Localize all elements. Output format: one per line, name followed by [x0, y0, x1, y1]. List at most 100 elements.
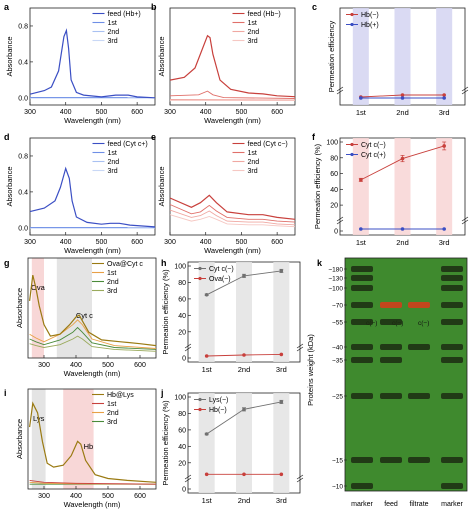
gel-band	[351, 483, 373, 489]
y-axis-label: Absorbance	[5, 36, 14, 76]
data-point	[205, 354, 209, 358]
legend-label: Hb(−)	[361, 12, 379, 19]
legend-label: Cyt c(−)	[361, 142, 386, 149]
x-tick-label: 1st	[202, 496, 213, 505]
legend-marker	[198, 408, 201, 411]
gel-band	[408, 344, 430, 350]
gel-marker-label: ~130	[328, 276, 343, 283]
gel-band	[441, 357, 463, 363]
series-line	[170, 91, 295, 98]
data-point	[442, 227, 446, 231]
data-point	[280, 353, 284, 357]
gel-band	[441, 483, 463, 489]
x-tick-label: 500	[96, 239, 108, 246]
data-point	[359, 227, 363, 231]
legend-label: Ova@Cyt c	[107, 261, 143, 268]
gel-lane-label: feed	[384, 501, 398, 508]
data-point	[242, 408, 246, 412]
gel-band	[441, 393, 463, 399]
y-tick-label: 80	[178, 411, 186, 418]
y-axis-label: Absorbance	[5, 166, 14, 206]
x-tick-label: 300	[38, 493, 50, 500]
legend-label: 1st	[248, 150, 257, 157]
highlight-label: Ova	[31, 283, 46, 292]
legend-label: 3rd	[248, 38, 258, 45]
data-point	[280, 472, 284, 476]
gel-lane-text-3: c(−)	[418, 320, 429, 327]
y-tick-label: 0.8	[18, 153, 28, 160]
y-tick-label: 40	[178, 313, 186, 320]
legend-label: feed (Hb−)	[248, 11, 281, 18]
x-tick-label: 3rd	[276, 496, 287, 505]
legend-marker	[198, 398, 201, 401]
y-axis-label: Absorbance	[15, 419, 24, 459]
data-point	[442, 96, 446, 100]
y-tick-label: 0.4	[18, 59, 28, 66]
gel-band	[380, 344, 402, 350]
highlight-band	[32, 258, 44, 358]
legend-label: 2nd	[248, 29, 260, 36]
x-axis-label: Wavelength (nm)	[64, 116, 121, 125]
data-point	[401, 157, 405, 161]
x-tick-label: 1st	[356, 238, 367, 247]
legend-label: feed (Cyt c−)	[248, 141, 288, 148]
chart-panel-d: d300 400 500 6000.00.40.8Wavelength (nm)Abs…	[4, 132, 155, 255]
y-tick-label: 40	[178, 444, 186, 451]
panel-letter-j: j	[160, 388, 164, 398]
data-point	[401, 96, 405, 100]
x-tick-label: 600	[131, 109, 143, 116]
panel-letter-g: g	[4, 258, 10, 268]
x-tick-label: 600	[131, 239, 143, 246]
x-tick-label: 500	[96, 109, 108, 116]
data-point	[442, 144, 446, 148]
x-tick-label: 3rd	[276, 365, 287, 374]
x-tick-label: 400	[60, 239, 72, 246]
chart-panel-h: h 1st 2nd 3rd 0 20 40 60 80 100 Permeation efficie…	[161, 258, 303, 374]
panel-letter-k: k	[317, 258, 323, 268]
y-tick-label: 60	[330, 171, 338, 178]
gel-lane-label: marker	[441, 501, 463, 508]
panel-letter-e: e	[151, 132, 156, 142]
legend-label: Hb@Lys	[107, 392, 134, 399]
x-tick-label: 600	[134, 362, 146, 369]
legend-marker	[198, 267, 201, 270]
data-point	[205, 293, 209, 297]
panel-letter-c: c	[312, 2, 317, 12]
data-point	[401, 227, 405, 231]
gel-band	[408, 457, 430, 463]
series-line	[170, 36, 295, 97]
y-tick-label: 60	[178, 296, 186, 303]
y-tick-label: 100	[174, 264, 186, 271]
y-tick-label: 80	[330, 155, 338, 162]
gel-band	[441, 344, 463, 350]
highlight-band	[63, 389, 93, 489]
x-tick-label: 300	[24, 239, 36, 246]
x-tick-label: 400	[70, 362, 82, 369]
x-tick-label: 1st	[202, 365, 213, 374]
panel-letter-h: h	[161, 258, 167, 268]
gel-band	[441, 302, 463, 308]
x-tick-label: 600	[271, 109, 283, 116]
gel-marker-label: ~70	[332, 303, 343, 310]
chart-panel-i: i300 400 500 600Wavelength (nm)AbsorbanceLy…	[4, 388, 156, 509]
chart-panel-f: f 1st 2nd 3rd 0 20 40 60 80 100 Permeation efficie…	[312, 132, 468, 247]
gel-marker-label: ~100	[328, 286, 343, 293]
x-axis-label: Wavelength (nm)	[64, 246, 121, 255]
x-tick-label: 400	[200, 239, 212, 246]
gel-band	[380, 393, 402, 399]
legend-label: 2nd	[248, 159, 260, 166]
gel-band	[441, 457, 463, 463]
chart-panel-c: c1st 2nd 3rdPermeation efficiencyHb(−)Hb(+…	[312, 2, 468, 117]
panel-letter-f: f	[312, 132, 316, 142]
panel-letter-i: i	[4, 388, 7, 398]
data-point	[242, 274, 246, 278]
x-tick-label: 1st	[356, 108, 367, 117]
gel-band	[380, 319, 402, 325]
background-bar	[436, 138, 452, 235]
gel-lane-label: marker	[351, 501, 373, 508]
legend-label: 3rd	[108, 168, 118, 175]
data-point	[280, 400, 284, 404]
y-axis-label: Permeation efficiency (%)	[313, 143, 322, 229]
series-line	[30, 169, 155, 227]
